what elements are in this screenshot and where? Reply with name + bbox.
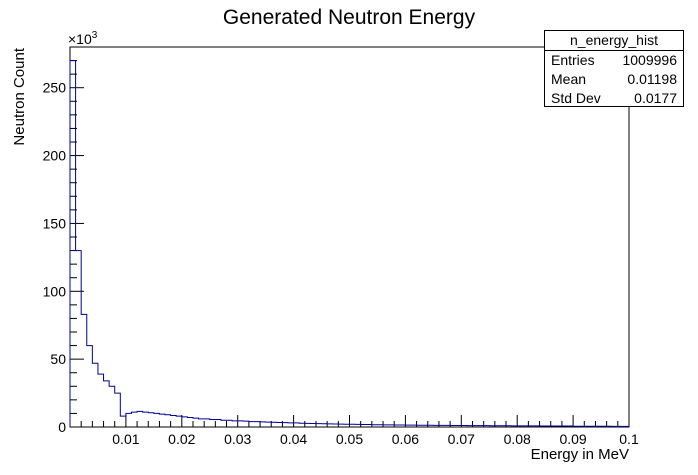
y-tick-label: 100 <box>43 283 67 299</box>
stats-title: n_energy_hist <box>545 31 683 51</box>
stats-value: 0.0177 <box>634 90 677 106</box>
y-axis-label: Neutron Count <box>11 47 28 145</box>
stats-row-mean: Mean 0.01198 <box>545 70 683 89</box>
stats-value: 0.01198 <box>627 71 677 87</box>
y-multiplier: ×103 <box>68 30 98 47</box>
y-axis-tick-labels: 0 50 100 150 200 250 <box>43 80 67 435</box>
stats-box: n_energy_hist Entries 1009996 Mean 0.011… <box>544 30 684 107</box>
x-tick-label: 0.01 <box>112 431 139 447</box>
x-tick-label: 0.02 <box>168 431 195 447</box>
x-tick-label: 0.07 <box>448 431 475 447</box>
stats-label: Mean <box>551 71 587 87</box>
y-tick-label: 50 <box>50 351 66 367</box>
stats-row-entries: Entries 1009996 <box>545 51 683 70</box>
x-tick-label: 0.06 <box>392 431 419 447</box>
histogram-series <box>69 60 630 427</box>
y-tick-label: 0 <box>58 419 66 435</box>
x-tick-label: 0.09 <box>559 431 586 447</box>
stats-value: 1009996 <box>622 52 677 68</box>
stats-label: Std Dev <box>551 90 601 106</box>
x-tick-label: 0.03 <box>224 431 251 447</box>
x-tick-label: 0.05 <box>336 431 363 447</box>
x-axis-ticks <box>80 415 630 427</box>
chart-title: Generated Neutron Energy <box>223 6 476 29</box>
x-tick-label: 0.08 <box>504 431 531 447</box>
x-axis-label: Energy in MeV <box>531 446 629 463</box>
x-axis-tick-labels: 0.01 0.02 0.03 0.04 0.05 0.06 0.07 0.08 0.09 0.1 <box>112 431 639 447</box>
y-tick-label: 200 <box>43 148 67 164</box>
y-tick-label: 150 <box>43 215 67 231</box>
y-axis-ticks <box>70 46 84 428</box>
x-tick-label: 0.1 <box>619 431 639 447</box>
stats-row-stddev: Std Dev 0.0177 <box>545 89 683 108</box>
stats-label: Entries <box>551 52 595 68</box>
x-tick-label: 0.04 <box>280 431 307 447</box>
y-tick-label: 250 <box>43 80 67 96</box>
